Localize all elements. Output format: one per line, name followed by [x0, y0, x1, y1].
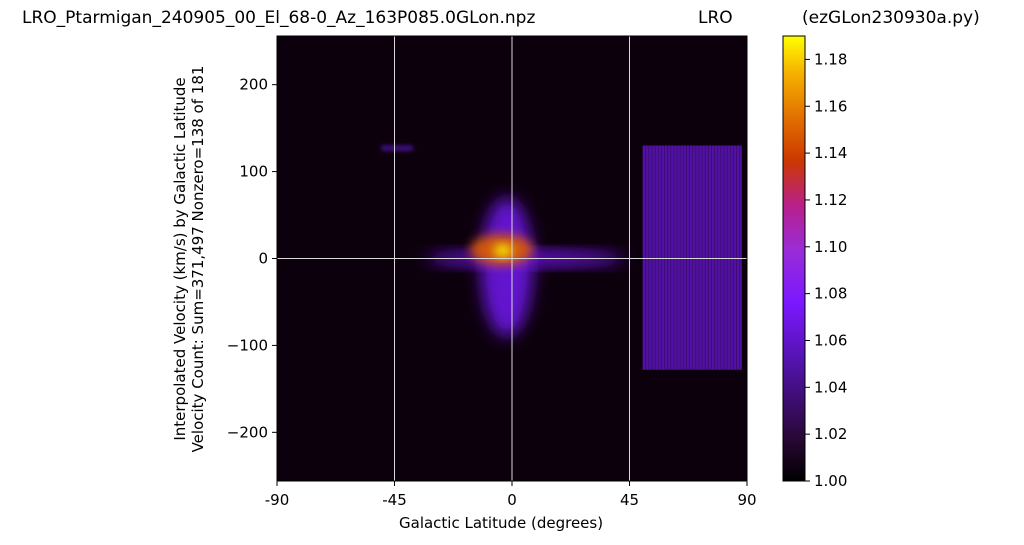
y-axis: 200 100 0 −100 −200	[227, 76, 277, 441]
colorbar-tick-label: 1.06	[814, 331, 847, 349]
y-tick-label: −200	[227, 423, 268, 441]
x-axis-label: Galactic Latitude (degrees)	[399, 514, 604, 532]
chart-title: LRO_Ptarmigan_240905_00_El_68-0_Az_163P0…	[22, 8, 536, 28]
colorbar-tick-label: 1.18	[814, 50, 847, 68]
heatmap-region	[480, 197, 533, 337]
colorbar-axis: 1.00 1.02 1.04 1.06 1.08 1.10 1.12 1.14 1.16 1.18	[805, 50, 847, 490]
heatmap-region	[493, 244, 512, 257]
colorbar-tick-label: 1.02	[814, 425, 847, 443]
colorbar	[782, 35, 806, 482]
station-label: LRO	[698, 8, 733, 28]
script-label: (ezGLon230930a.py)	[802, 8, 980, 28]
heatmap-cells	[381, 145, 742, 370]
x-tick-label: -90	[265, 491, 290, 509]
y-tick-label: −100	[227, 336, 268, 354]
colorbar-tick-label: 1.08	[814, 285, 847, 303]
y-axis-label-line2: Velocity Count: Sum=371,497 Nonzero=138 …	[189, 65, 207, 453]
grid-lines	[277, 36, 747, 481]
heatmap-region	[642, 145, 742, 370]
colorbar-tick-label: 1.00	[814, 472, 847, 490]
y-tick-label: 100	[239, 163, 268, 181]
y-axis-label-line1: Interpolated Velocity (km/s) by Galactic…	[171, 77, 189, 441]
x-axis: -90 -45 0 45 90	[265, 481, 757, 509]
heatmap-region	[381, 145, 413, 151]
x-tick-label: -45	[382, 491, 407, 509]
colorbar-tick-label: 1.12	[814, 191, 847, 209]
y-axis-label: Interpolated Velocity (km/s) by Galactic…	[171, 64, 209, 454]
colorbar-tick-label: 1.04	[814, 378, 847, 396]
x-tick-label: 45	[620, 491, 639, 509]
y-tick-label: 200	[239, 76, 268, 94]
colorbar-tick-label: 1.16	[814, 97, 847, 115]
y-tick-label: 0	[258, 250, 268, 268]
x-tick-label: 0	[507, 491, 517, 509]
x-tick-label: 90	[737, 491, 756, 509]
colorbar-tick-label: 1.14	[814, 144, 847, 162]
colorbar-tick-label: 1.10	[814, 238, 847, 256]
